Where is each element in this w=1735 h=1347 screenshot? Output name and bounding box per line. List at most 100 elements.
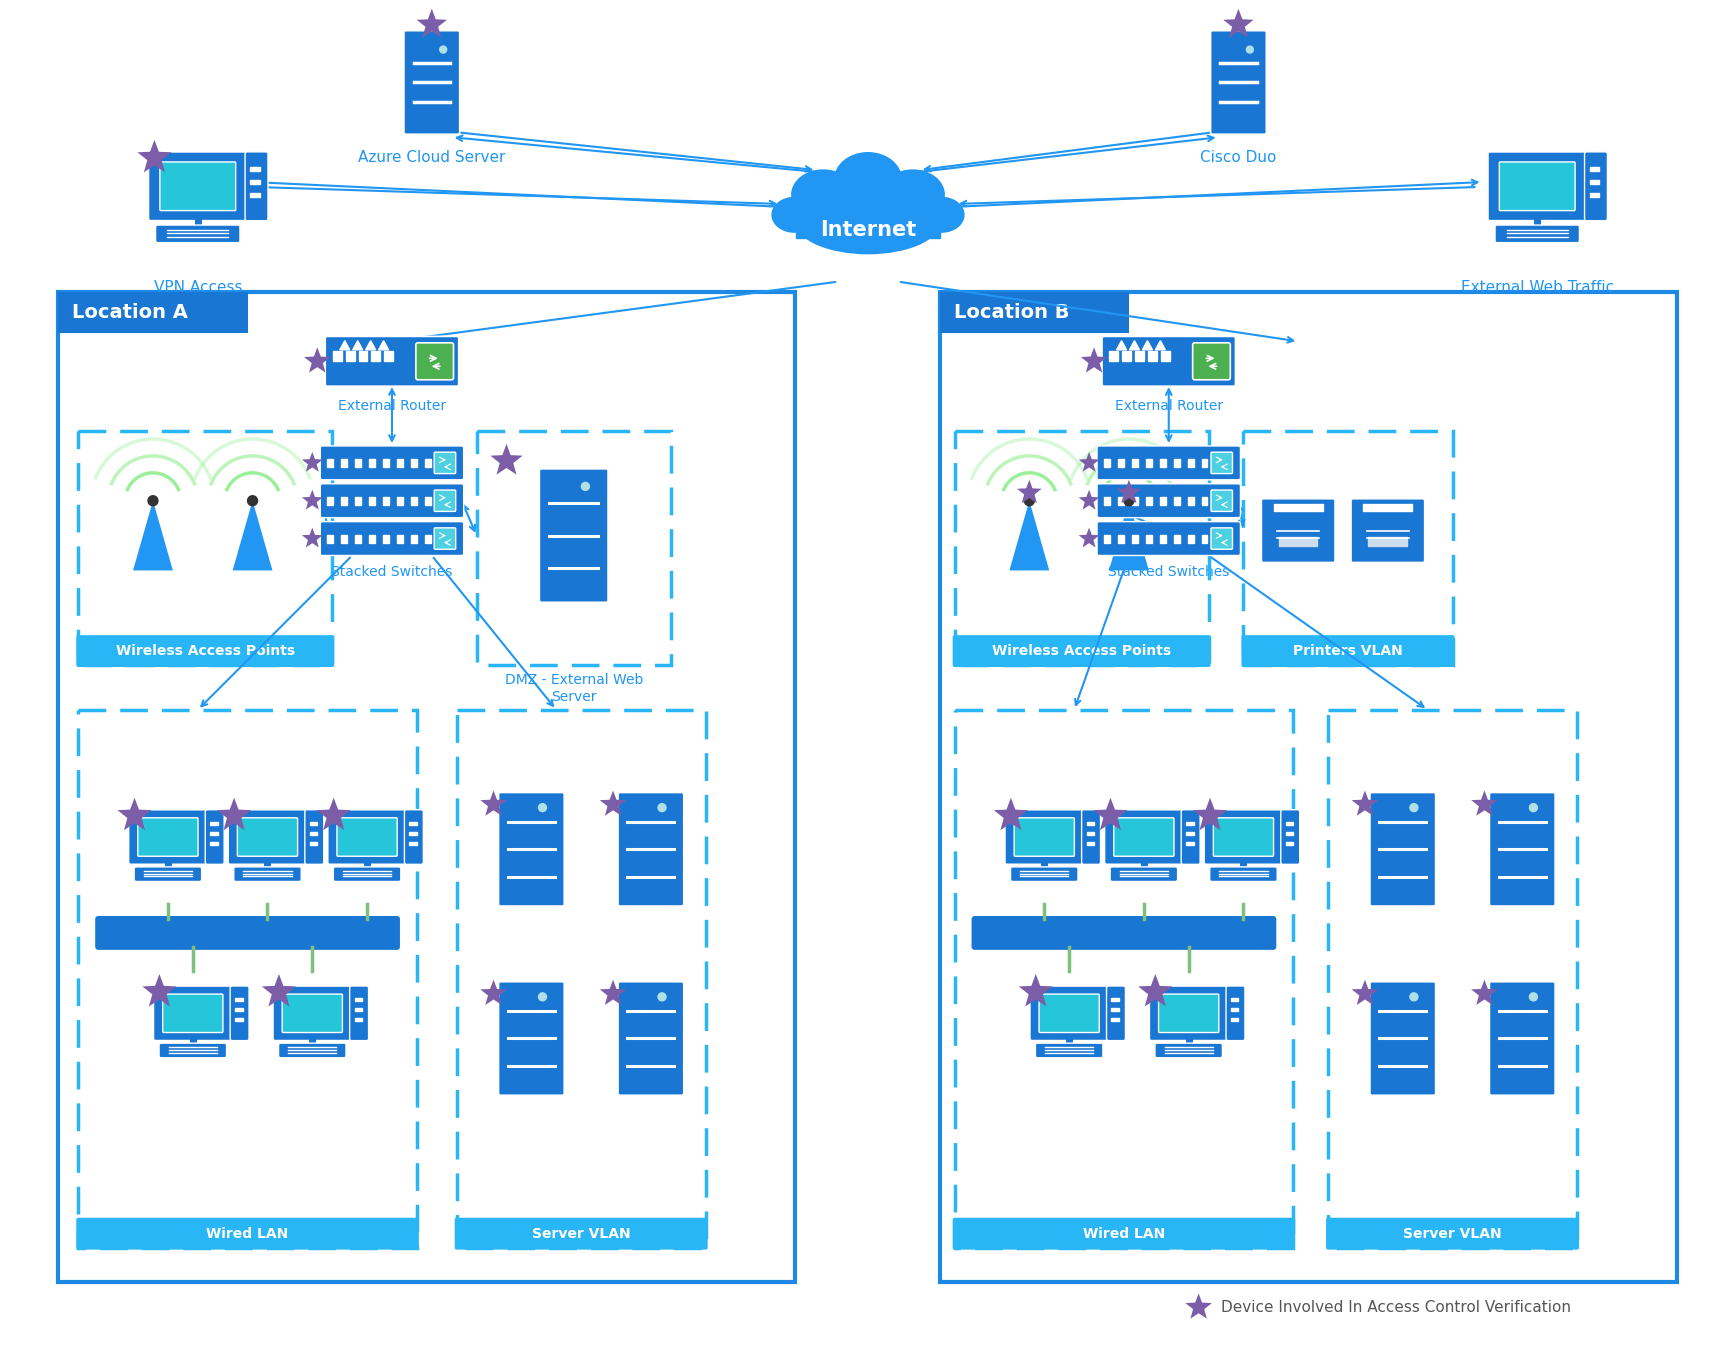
FancyBboxPatch shape <box>1102 337 1235 387</box>
FancyBboxPatch shape <box>1015 818 1074 857</box>
Text: Location A: Location A <box>73 303 187 322</box>
FancyBboxPatch shape <box>1371 982 1435 1095</box>
FancyBboxPatch shape <box>1039 994 1100 1033</box>
Polygon shape <box>1352 979 1378 1005</box>
Bar <box>1109 352 1119 361</box>
FancyBboxPatch shape <box>156 225 239 242</box>
FancyBboxPatch shape <box>1031 986 1109 1041</box>
Bar <box>250 193 260 197</box>
FancyBboxPatch shape <box>272 986 352 1041</box>
Text: Wireless Access Points: Wireless Access Points <box>116 644 295 659</box>
Polygon shape <box>134 501 174 570</box>
Polygon shape <box>491 445 522 474</box>
Polygon shape <box>1138 974 1173 1006</box>
Bar <box>1187 459 1194 467</box>
Polygon shape <box>994 797 1027 830</box>
Polygon shape <box>1471 791 1497 816</box>
Bar <box>371 352 380 361</box>
Bar <box>1589 167 1600 171</box>
Text: Stacked Switches: Stacked Switches <box>1109 566 1230 579</box>
Bar <box>1187 822 1194 824</box>
Bar <box>411 535 416 543</box>
Bar <box>1173 459 1180 467</box>
Polygon shape <box>1142 341 1152 350</box>
Polygon shape <box>600 979 626 1005</box>
Bar <box>409 832 416 835</box>
FancyBboxPatch shape <box>404 31 460 135</box>
Ellipse shape <box>791 170 855 220</box>
Bar <box>1232 1009 1239 1012</box>
Polygon shape <box>304 348 331 373</box>
FancyBboxPatch shape <box>1371 792 1435 907</box>
FancyBboxPatch shape <box>134 867 201 881</box>
FancyBboxPatch shape <box>1213 818 1273 857</box>
Bar <box>954 431 1209 665</box>
Bar <box>1589 179 1600 183</box>
FancyBboxPatch shape <box>1489 792 1555 907</box>
FancyBboxPatch shape <box>1227 986 1246 1041</box>
Bar <box>1145 459 1152 467</box>
Bar <box>59 291 248 334</box>
Bar <box>1327 710 1577 1247</box>
Circle shape <box>658 993 666 1001</box>
Bar <box>397 497 403 505</box>
FancyBboxPatch shape <box>231 986 250 1041</box>
Polygon shape <box>1185 1293 1211 1319</box>
Bar <box>342 535 347 543</box>
Circle shape <box>1530 804 1537 812</box>
Bar <box>78 431 331 665</box>
Bar <box>1159 535 1166 543</box>
Bar <box>370 535 375 543</box>
FancyBboxPatch shape <box>1204 810 1282 865</box>
FancyBboxPatch shape <box>163 994 222 1033</box>
Bar <box>1187 842 1194 845</box>
Bar <box>359 352 368 361</box>
Text: Printers VLAN: Printers VLAN <box>1293 644 1404 659</box>
Circle shape <box>538 804 547 812</box>
Bar <box>1145 497 1152 505</box>
Bar <box>1123 352 1131 361</box>
Circle shape <box>658 804 666 812</box>
Polygon shape <box>481 791 507 816</box>
Bar <box>356 535 361 543</box>
FancyBboxPatch shape <box>1036 1043 1103 1057</box>
FancyBboxPatch shape <box>321 521 463 555</box>
FancyBboxPatch shape <box>227 810 307 865</box>
FancyBboxPatch shape <box>283 994 342 1033</box>
Bar <box>1161 352 1169 361</box>
Circle shape <box>1246 46 1253 53</box>
FancyBboxPatch shape <box>337 818 397 857</box>
Text: Server VLAN: Server VLAN <box>1404 1227 1503 1241</box>
Bar <box>1173 535 1180 543</box>
Bar <box>477 431 671 665</box>
Text: Cisco Duo: Cisco Duo <box>1201 150 1277 166</box>
Bar <box>370 497 375 505</box>
Polygon shape <box>232 501 272 570</box>
FancyBboxPatch shape <box>618 982 684 1095</box>
Bar <box>311 822 318 824</box>
Polygon shape <box>1352 791 1378 816</box>
Bar <box>250 179 260 183</box>
Bar <box>1187 497 1194 505</box>
Bar <box>1187 832 1194 835</box>
Bar <box>1202 459 1208 467</box>
Polygon shape <box>1093 797 1128 830</box>
Bar <box>1131 459 1138 467</box>
Bar <box>342 459 347 467</box>
Bar <box>385 352 394 361</box>
Bar <box>383 459 389 467</box>
Bar <box>1202 497 1208 505</box>
FancyBboxPatch shape <box>434 453 456 474</box>
FancyBboxPatch shape <box>1211 31 1267 135</box>
Bar <box>383 535 389 543</box>
FancyBboxPatch shape <box>160 162 236 210</box>
Polygon shape <box>416 8 448 38</box>
Polygon shape <box>217 797 252 830</box>
Bar <box>354 998 363 1001</box>
Bar <box>1369 536 1407 546</box>
Polygon shape <box>1081 348 1107 373</box>
FancyBboxPatch shape <box>1010 867 1077 881</box>
Bar <box>354 1018 363 1021</box>
FancyBboxPatch shape <box>305 810 324 865</box>
Bar <box>210 832 217 835</box>
